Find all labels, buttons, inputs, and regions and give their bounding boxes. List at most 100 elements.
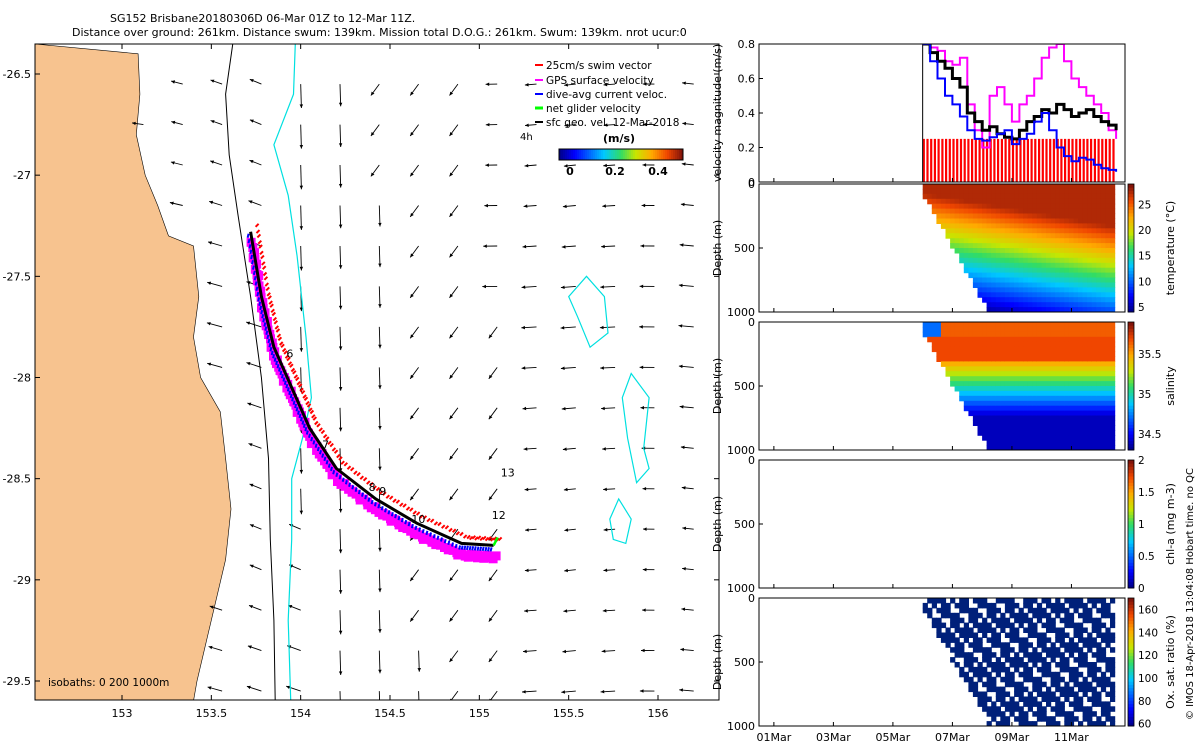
profile-cell [1096,282,1102,288]
profile-cell [1068,652,1075,658]
profile-cell [1032,721,1038,726]
legend-gps: GPS surface velocity [546,75,654,87]
profile-cell [1009,198,1015,205]
profile-cell [1110,198,1116,205]
profile-cell [1064,681,1070,688]
colorbar-cell [611,149,614,160]
profile-cell [995,435,1001,441]
profile-cell [968,356,974,362]
profile-cell [1027,277,1033,283]
profile-cell [1110,184,1116,190]
profile-cell [1105,336,1111,343]
colorbar-cell [1128,267,1134,271]
profile-cell [1059,662,1065,668]
geo-vector-head [483,244,487,248]
colorbar-cell [1128,546,1134,551]
profile-cell [1059,376,1065,382]
profile-cell [1023,351,1029,357]
profile-cell [1050,257,1056,264]
profile-cell [1018,302,1024,308]
profile-cell [1064,598,1070,604]
geo-vector [378,610,381,633]
profile-cell [1009,243,1015,249]
profile-cell [1055,272,1061,279]
profile-cell [986,262,992,269]
profile-cell [1032,282,1038,288]
profile-cell [1009,607,1015,614]
swim-speed-bar [1064,138,1067,182]
profile-cell [968,218,974,224]
colorbar-label-5: Ox. sat. ratio (%) [1164,615,1177,709]
profile-cell [1050,287,1056,293]
profile-cell [1068,637,1075,643]
profile-cell [1014,445,1020,450]
profile-cell [1014,188,1020,195]
profile-cell [1091,203,1097,210]
profile-cell [986,322,992,328]
profile-cell [982,203,988,210]
profile-cell [991,386,997,392]
profile-cell [1082,346,1088,353]
profile-cell [1004,371,1011,377]
colorbar-cell [1128,203,1134,207]
profile-cell [1050,361,1056,367]
profile-cell [1046,376,1052,382]
profile-cell [1050,395,1056,402]
profile-cell [1000,642,1006,648]
profile-cell [995,248,1001,254]
current-vector [373,501,377,507]
profile-cell [1091,213,1097,219]
geo-vector-head [248,200,253,204]
profile-cell [1004,361,1011,367]
profile-cell [1078,681,1084,688]
geo-vector-head [249,160,254,164]
swim-speed-bar [1019,138,1022,182]
profile-cell [950,657,956,663]
profile-cell [1036,612,1043,619]
profile-cell [968,272,974,279]
profile-cell [995,366,1001,372]
profile-cell [1032,415,1038,421]
swim-speed-bar [941,138,944,182]
profile-cell [968,366,974,372]
current-vector [344,479,348,485]
legend-geo: sfc geo. vel. 12-Mar-2018 [546,117,679,129]
profile-cell [1023,252,1029,259]
current-vector [414,525,418,531]
current-vector [286,387,290,392]
profile-cell [1046,228,1052,234]
profile-cell [1041,213,1047,219]
profile-cell [1000,390,1006,397]
profile-cell [1000,386,1006,392]
profile-cell [1041,208,1047,215]
profile-cell [1004,272,1011,279]
profile-cell [936,336,942,343]
profile-cell [1050,440,1056,446]
profile-cell [991,287,997,293]
swim-speed-bar [1101,138,1104,182]
profile-cell [1100,430,1107,436]
profile-cell [1027,676,1033,683]
profile-cell [940,637,947,643]
profile-cell [1014,371,1020,377]
profile-cell [1105,302,1111,308]
profile-cell [1014,346,1020,353]
swim-vector [263,276,269,281]
profile-cell [1014,277,1020,283]
profile-cell [963,198,969,205]
current-vector [316,446,320,452]
profile-cell [986,336,992,343]
profile-cell [1055,390,1061,397]
profile-cell [1014,366,1020,372]
profile-cell [968,213,974,219]
profile-cell [1014,602,1020,609]
profile-cell [1073,213,1079,219]
profile-cell [1032,248,1038,254]
profile-cell [1096,622,1102,629]
profile-cell [1018,184,1024,190]
profile-cell [1110,252,1116,259]
profile-cell [1100,302,1107,308]
profile-cell [1041,228,1047,234]
profile-cell [1100,262,1107,269]
profile-cell [1027,292,1033,298]
